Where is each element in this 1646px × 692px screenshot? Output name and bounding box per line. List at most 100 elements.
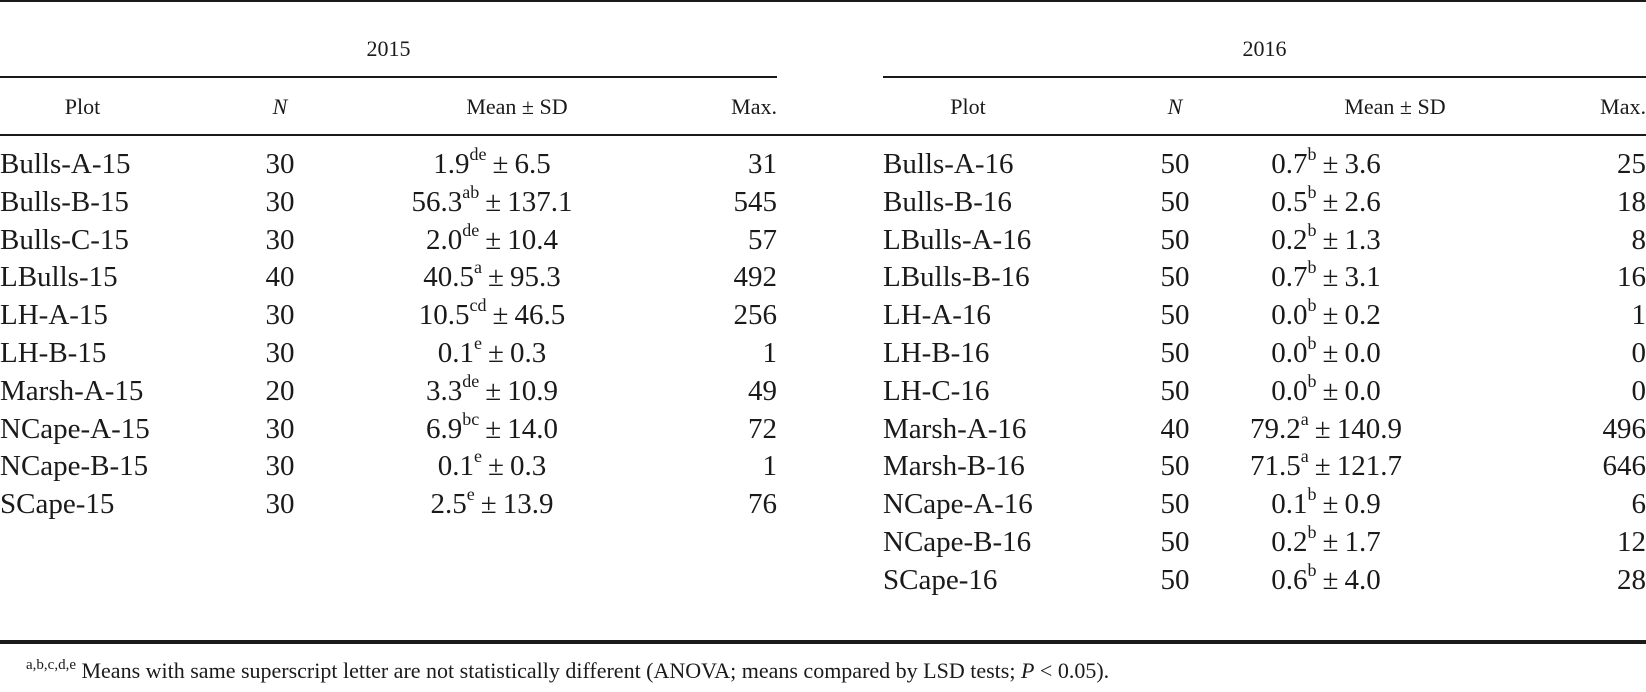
mean-value: 1.9 [433,148,470,180]
mean-sd-cell: 40.5a ±95.3 [292,257,692,300]
plus-minus-symbol: ± [488,336,504,369]
table-row: Marsh-B-16 50 71.5a ±121.7 646 [883,446,1646,486]
n-cell: 20 [265,374,295,407]
n-cell: 30 [265,336,295,369]
year-2016-underline [883,76,1646,78]
table-2016: Bulls-A-16 50 0.7b ±3.6 25 Bulls-B-16 50 0.5b ±2… [883,144,1646,603]
mean-value: 56.3 [411,185,463,218]
plot-cell: NCape-B-15 [0,450,149,483]
significance-letter: de [469,144,487,164]
table-row: LH-C-16 50 0.0b ±0.0 0 [883,371,1646,411]
mean-value: 2.5 [430,488,467,521]
mean-value: 0.1 [1271,488,1308,521]
max-cell: 256 [733,299,778,332]
sd-value: 46.5 [514,299,566,332]
sd-value: 0.0 [1344,336,1381,369]
plot-cell: SCape-15 [0,488,115,521]
plus-minus-symbol: ± [1322,488,1339,521]
plus-minus-symbol: ± [480,488,497,521]
sd-value: 0.3 [509,336,547,369]
col-header-max: Max. [1600,94,1646,119]
n-cell: 50 [1160,374,1190,407]
max-cell: 496 [1602,412,1646,445]
plot-cell: LH-A-15 [0,299,108,332]
col-header-plot: Plot [950,94,986,119]
sd-value: 13.9 [502,488,554,521]
sd-value: 140.9 [1336,412,1402,445]
table-row: LBulls-A-16 50 0.2b ±1.3 8 [883,220,1646,260]
footnote-marker: a,b,c,d,e [26,657,76,673]
mean-value: 0.6 [1271,563,1308,596]
sd-value: 1.7 [1344,525,1381,558]
max-cell: 1 [762,336,778,369]
significance-letter: a [1300,408,1309,429]
table-row: Bulls-A-15 30 1.9de ±6.5 31 [0,144,777,184]
table-2015: Bulls-A-15 30 1.9de ±6.5 31 Bulls-B-15 30 56.3a… [0,144,778,524]
plus-minus-symbol: ± [1322,261,1339,294]
table-row: LH-A-15 30 10.5cd ±46.5 256 [0,295,778,338]
sd-value: 3.6 [1344,148,1381,180]
plot-cell: SCape-16 [883,563,998,596]
mean-value: 6.9 [426,412,463,445]
mean-sd-cell: 10.5cd ±46.5 [292,295,692,338]
max-cell: 492 [733,261,778,294]
n-cell: 30 [265,412,295,445]
significance-letter: e [466,484,475,505]
sd-value: 4.0 [1344,563,1381,596]
plus-minus-symbol: ± [1314,412,1331,445]
max-cell: 12 [1617,525,1646,558]
mean-value: 71.5 [1250,450,1301,483]
plot-cell: LH-B-16 [883,336,990,369]
plot-cell: LH-A-16 [883,299,991,332]
plus-minus-symbol: ± [492,148,509,180]
n-cell: 50 [1160,525,1190,558]
sd-value: 0.2 [1344,299,1381,332]
n-cell: 50 [1160,148,1190,180]
mean-value: 10.5 [418,299,470,332]
sd-value: 10.9 [507,374,558,407]
mean-value: 0.7 [1271,148,1308,180]
significance-letter: e [474,446,483,467]
year-2015-underline [0,76,777,78]
table-row: NCape-A-16 50 0.1b ±0.9 6 [883,484,1646,524]
plot-cell: Bulls-C-15 [0,223,129,256]
sd-value: 0.0 [1344,374,1381,407]
n-cell: 40 [265,261,295,294]
table-row: SCape-15 30 2.5e ±13.9 76 [0,484,777,524]
plus-minus-symbol: ± [488,261,504,294]
n-cell: 30 [265,299,295,332]
significance-letter: de [462,219,480,240]
max-cell: 8 [1631,223,1646,256]
plot-cell: LH-C-16 [883,374,990,407]
significance-letter: cd [469,295,487,316]
mean-value: 79.2 [1250,412,1301,445]
significance-letter: b [1307,295,1317,316]
n-cell: 40 [1160,412,1190,445]
table-row: NCape-A-15 30 6.9bc ±14.0 72 [0,409,777,449]
table-footnote: a,b,c,d,e Means with same superscript le… [26,657,1109,684]
sd-value: 2.6 [1344,185,1381,218]
plus-minus-symbol: ± [1322,525,1339,558]
max-cell: 0 [1631,374,1646,407]
n-cell: 50 [1160,261,1190,294]
n-cell: 50 [1160,336,1190,369]
table-row: LBulls-15 40 40.5a ±95.3 492 [0,257,778,300]
plot-cell: NCape-A-16 [883,488,1033,521]
plot-cell: Bulls-B-15 [0,185,129,218]
year-heading-2015: 2015 [366,36,411,61]
sd-value: 3.1 [1344,261,1381,294]
col-header-n: N [272,94,288,119]
mean-value: 0.0 [1271,336,1308,369]
footnote-p-label: P [1020,658,1035,683]
plot-cell: NCape-A-15 [0,412,150,445]
mean-value: 0.0 [1271,374,1308,407]
mean-value: 0.7 [1271,261,1308,294]
plot-cell: Bulls-A-16 [883,148,1014,180]
mean-value: 0.0 [1271,299,1308,332]
mean-value: 0.5 [1271,185,1308,218]
max-cell: 646 [1602,450,1646,483]
sd-value: 14.0 [507,412,558,445]
mean-sd-cell: 0.6b ±4.0 [1126,560,1526,603]
mean-value: 0.1 [437,336,475,369]
significance-letter: b [1307,521,1317,542]
